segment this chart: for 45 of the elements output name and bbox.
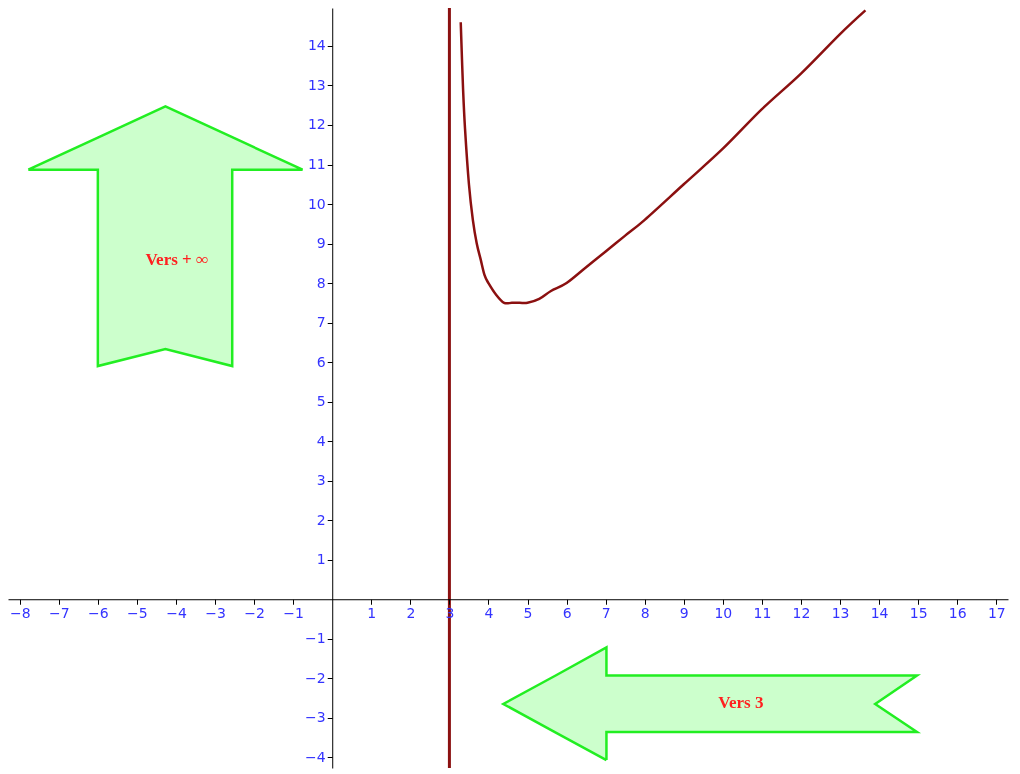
y-tick-label: −3: [305, 709, 326, 726]
x-tick-label: −8: [9, 604, 31, 621]
y-tick-label: 8: [316, 274, 326, 291]
x-tick-label: 5: [523, 604, 533, 621]
annotation: Vers + ∞: [145, 250, 209, 270]
x-tick-label: −4: [166, 604, 187, 621]
x-tick-label: −5: [127, 604, 148, 621]
y-tick-label: 5: [316, 393, 326, 410]
x-tick-label: 4: [484, 604, 494, 621]
x-tick-label: 13: [831, 604, 850, 621]
x-tick-label: 6: [562, 604, 572, 621]
x-tick-label: −7: [48, 604, 70, 621]
x-tick-label: 9: [679, 604, 689, 621]
y-tick-label: 14: [307, 37, 326, 54]
x-tick-label: −2: [244, 604, 265, 621]
x-tick-label: 12: [792, 604, 811, 621]
x-tick-label: 17: [987, 604, 1006, 621]
y-tick-label: 6: [316, 353, 326, 370]
y-tick-label: 11: [307, 156, 326, 173]
x-tick-label: −6: [88, 604, 109, 621]
y-tick-label: 2: [316, 511, 326, 528]
x-tick-label: 11: [753, 604, 772, 621]
y-tick-label: −1: [305, 630, 326, 647]
y-tick-label: 10: [307, 195, 326, 212]
y-tick-label: 7: [316, 314, 326, 331]
x-tick-label: 8: [640, 604, 650, 621]
x-tick-label: −3: [205, 604, 226, 621]
y-tick-label: 9: [316, 235, 326, 252]
x-tick-label: 16: [948, 604, 967, 621]
y-tick-label: 12: [307, 116, 326, 133]
x-tick-label: 15: [909, 604, 928, 621]
y-tick-label: 4: [316, 432, 326, 449]
x-tick-label: 2: [406, 604, 416, 621]
x-tick-label: 1: [367, 604, 377, 621]
x-tick-label: −1: [283, 604, 304, 621]
line-series: [459, 9, 867, 305]
y-tick-label: 3: [316, 472, 326, 489]
y-tick-label: −2: [305, 669, 326, 686]
x-tick-label: 14: [870, 604, 889, 621]
annotation: Vers 3: [718, 692, 764, 712]
x-tick-label: 10: [714, 604, 733, 621]
y-tick-label: 1: [316, 551, 326, 568]
x-tick-label: 7: [601, 604, 611, 621]
y-tick-label: −4: [305, 748, 326, 765]
y-tick-label: 13: [307, 76, 326, 93]
